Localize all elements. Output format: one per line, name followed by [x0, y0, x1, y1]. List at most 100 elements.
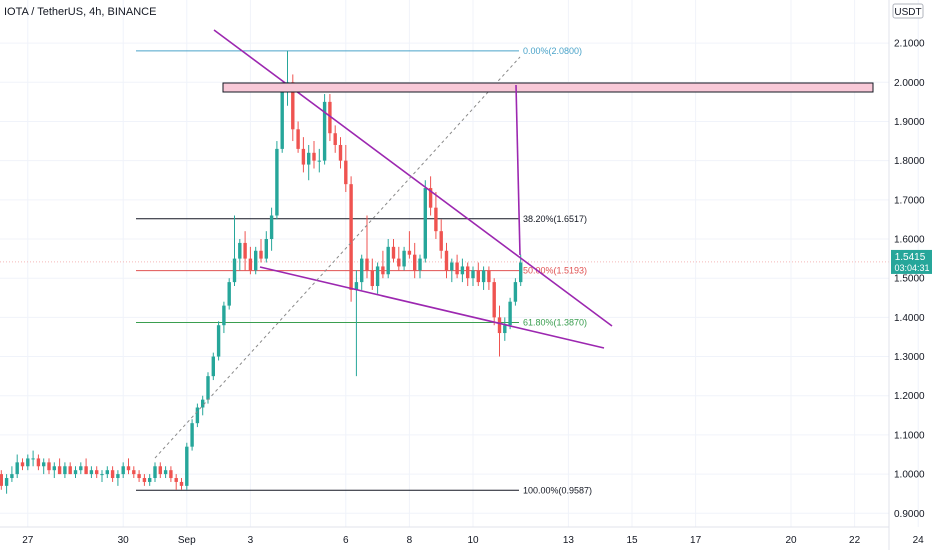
- time-tick: 3: [248, 535, 254, 546]
- candle-body: [31, 458, 35, 460]
- candle-body: [444, 250, 449, 271]
- lower-trendline[interactable]: [259, 266, 605, 349]
- candlestick-series: [0, 50, 523, 494]
- candle-body: [211, 356, 215, 377]
- current-price-badge: 1.5415 03:04:31: [891, 249, 932, 274]
- candle-body: [386, 246, 390, 275]
- candle-body: [4, 478, 9, 486]
- candle-body: [503, 325, 507, 334]
- candle-body: [269, 215, 274, 240]
- time-tick: 10: [467, 535, 479, 546]
- time-tick: 13: [563, 535, 575, 546]
- candle-body: [36, 458, 41, 467]
- time-tick: 15: [626, 535, 638, 546]
- fib-level-label: 0.00%(2.0800): [523, 46, 582, 56]
- price-tick: 2.0000: [894, 78, 925, 89]
- candle-body: [26, 458, 30, 467]
- candle-body: [476, 270, 480, 283]
- time-tick: 20: [785, 535, 797, 546]
- grid: [0, 0, 919, 527]
- candle-body: [216, 325, 221, 357]
- time-tick: Sep: [178, 535, 196, 546]
- price-tick: 1.4000: [894, 313, 925, 324]
- candle-body: [264, 239, 268, 259]
- price-tick: 1.9000: [894, 117, 925, 128]
- candle-body: [132, 470, 136, 475]
- candle-body: [105, 470, 109, 475]
- currency-box[interactable]: USDT: [892, 3, 924, 19]
- time-tick: 17: [690, 535, 702, 546]
- candle-body: [428, 188, 433, 208]
- candle-body: [497, 317, 502, 334]
- candle-body: [20, 462, 25, 467]
- trendline-drawings[interactable]: [154, 29, 874, 459]
- candle-body: [47, 462, 51, 471]
- candle-body: [79, 466, 83, 471]
- candle-body: [381, 266, 385, 275]
- candle-body: [222, 305, 226, 326]
- candle-body: [89, 470, 94, 475]
- candle-body: [84, 466, 88, 475]
- price-tick: 1.0000: [894, 470, 925, 481]
- candle-body: [280, 90, 284, 149]
- candle-body: [73, 470, 78, 475]
- currency-label: USDT: [894, 7, 921, 18]
- candle-body: [10, 474, 14, 479]
- candle-body: [407, 250, 412, 255]
- candle-body: [338, 144, 343, 161]
- candle-body: [402, 250, 406, 267]
- countdown-label: 03:04:31: [894, 263, 929, 273]
- candle-body: [354, 282, 359, 290]
- candle-body: [519, 262, 523, 283]
- candle-body: [227, 282, 231, 306]
- diagonal-dashed-line[interactable]: [154, 56, 521, 459]
- time-tick: 6: [343, 535, 349, 546]
- candle-body: [365, 258, 369, 271]
- candle-body: [275, 148, 279, 216]
- candle-body: [206, 376, 210, 400]
- price-axis[interactable]: 2.1000 2.0000 1.9000 1.8000 1.7000 1.6000 1.50…: [888, 0, 925, 550]
- candle-body: [487, 270, 491, 283]
- time-axis[interactable]: 2730Sep3681013151720222427: [0, 526, 932, 546]
- upper-trendline[interactable]: [213, 29, 613, 327]
- candle-body: [126, 466, 131, 471]
- candle-body: [508, 301, 512, 326]
- price-tick: 1.5000: [894, 274, 925, 285]
- price-tick: 2.1000: [894, 39, 925, 50]
- time-tick: 24: [913, 535, 925, 546]
- chart-title: IOTA / TetherUS, 4h, BINANCE: [4, 6, 156, 18]
- candle-body: [63, 466, 67, 475]
- candle-body: [375, 266, 380, 287]
- price-tick: 0.9000: [894, 509, 925, 520]
- candle-body: [100, 474, 104, 476]
- target-projection-line[interactable]: [515, 84, 521, 256]
- candle-body: [57, 466, 62, 475]
- candle-body: [190, 423, 194, 447]
- fib-level-label: 61.80%(1.3870): [523, 317, 587, 327]
- candle-body: [418, 258, 422, 271]
- candle-body: [68, 466, 72, 475]
- fib-level-label: 50.00%(1.5193): [523, 266, 587, 276]
- candle-body: [42, 462, 46, 467]
- candle-body: [391, 246, 396, 259]
- candle-body: [116, 474, 120, 479]
- candle-body: [254, 250, 258, 271]
- candle-body: [397, 258, 401, 267]
- candle-body: [423, 188, 427, 259]
- candle-body: [232, 258, 237, 283]
- candle-body: [148, 478, 152, 482]
- candle-body: [169, 470, 173, 479]
- candle-body: [137, 474, 141, 479]
- candle-body: [248, 258, 253, 271]
- candle-body: [466, 266, 470, 279]
- candle-body: [349, 184, 353, 290]
- candle-body: [471, 270, 475, 279]
- resistance-zone[interactable]: [222, 82, 874, 93]
- fibonacci-retracement[interactable]: 0.00%(2.0800) 38.20%(1.6517) 50.00%(1.5193…: [136, 46, 592, 495]
- candle-body: [195, 407, 200, 424]
- candle-body: [317, 160, 321, 162]
- price-tick: 1.1000: [894, 430, 925, 441]
- candle-body: [439, 231, 443, 251]
- price-tick: 1.8000: [894, 156, 925, 167]
